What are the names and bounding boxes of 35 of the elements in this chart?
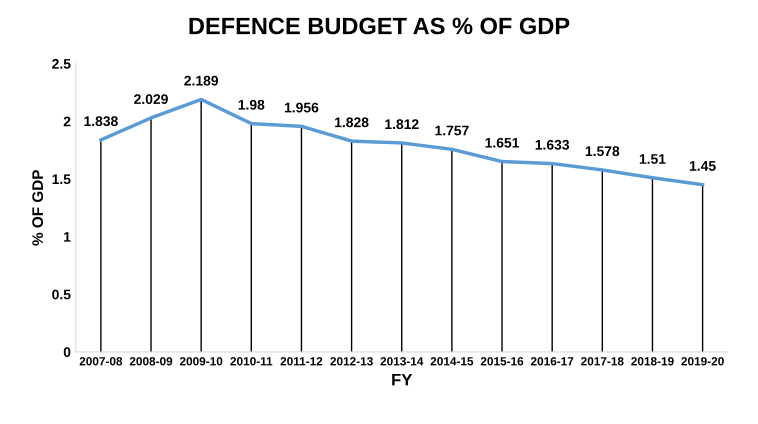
data-label: 1.757 xyxy=(435,126,469,136)
x-tick-label: 2008-09 xyxy=(130,357,172,366)
y-tick-label: 2.5 xyxy=(52,58,71,69)
y-tick-label: 2 xyxy=(64,116,70,126)
x-tick-label: 2011-12 xyxy=(280,357,322,366)
y-tick-label: 0.5 xyxy=(52,290,71,300)
data-label: 1.633 xyxy=(536,140,570,150)
data-label: 1.51 xyxy=(640,154,666,164)
x-tick-label: 2009-10 xyxy=(180,357,222,366)
data-label: 1.45 xyxy=(690,161,716,171)
x-tick-label: 2018-19 xyxy=(631,357,674,366)
data-label: 1.828 xyxy=(335,117,369,128)
data-label: 1.578 xyxy=(586,146,620,156)
x-tick-label: 2014-15 xyxy=(430,357,474,366)
data-label: 2.029 xyxy=(134,94,168,104)
y-tick-label: 0 xyxy=(64,347,70,358)
data-label: 1.838 xyxy=(84,116,118,126)
x-tick-label: 2019-20 xyxy=(681,357,724,366)
data-label: 1.98 xyxy=(238,100,264,110)
x-tick-label: 2015-16 xyxy=(480,357,524,366)
y-tick-label: 1.5 xyxy=(52,174,71,184)
chart-title: DEFENCE BUDGET AS % OF GDP xyxy=(189,18,570,34)
x-tick-label: 2013-14 xyxy=(380,357,424,366)
x-tick-label: 2010-11 xyxy=(230,357,272,366)
data-label: 1.812 xyxy=(385,119,419,130)
x-tick-label: 2012-13 xyxy=(330,357,373,366)
y-tick-label: 1 xyxy=(64,232,71,242)
data-label: 1.956 xyxy=(284,102,318,112)
y-axis-title: % OF GDP xyxy=(32,170,44,246)
x-tick-label: 2016-17 xyxy=(530,357,574,366)
x-tick-label: 2017-18 xyxy=(581,357,624,366)
x-tick-label: 2007-08 xyxy=(80,357,122,366)
x-axis-title: FY xyxy=(392,374,412,386)
data-label: 1.651 xyxy=(486,138,520,148)
data-label: 2.189 xyxy=(184,76,218,86)
